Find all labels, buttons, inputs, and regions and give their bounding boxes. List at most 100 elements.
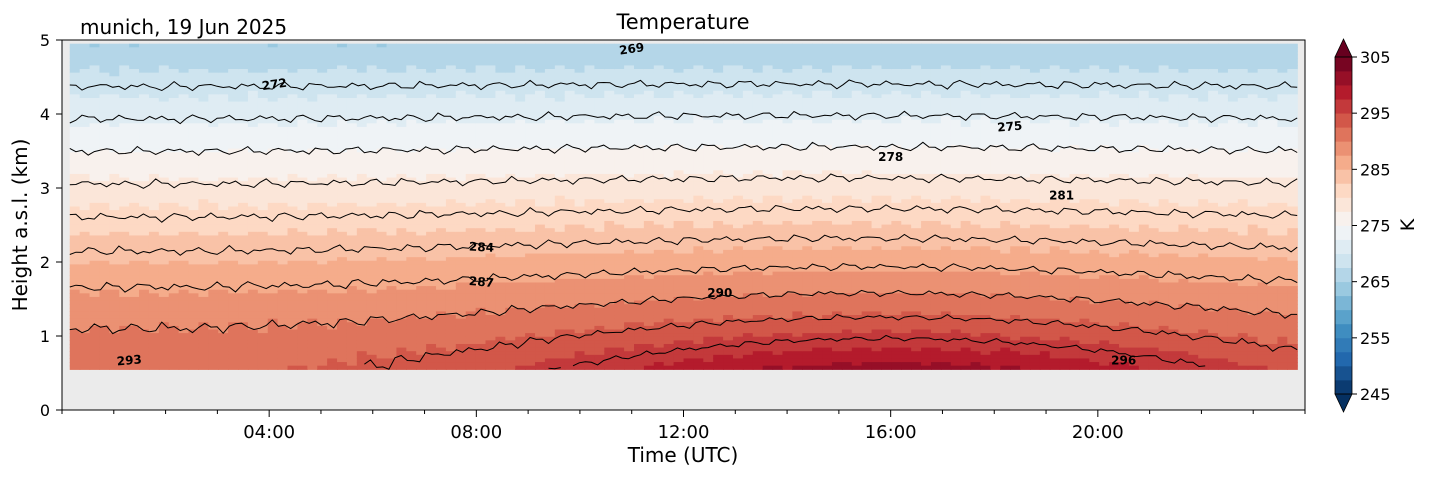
heat-cell — [495, 358, 506, 363]
heat-cell — [535, 293, 546, 298]
heat-cell — [178, 126, 190, 132]
heat-cell — [307, 199, 318, 204]
heat-cell — [455, 159, 467, 164]
heat-cell — [89, 163, 101, 168]
heat-cell — [485, 181, 497, 186]
heat-cell — [267, 358, 279, 363]
heat-cell — [376, 76, 388, 81]
heat-cell — [614, 177, 625, 182]
heat-cell — [208, 130, 219, 135]
heat-cell — [485, 239, 497, 244]
heat-cell — [218, 315, 229, 320]
heat-cell — [455, 354, 467, 360]
heat-cell — [386, 286, 398, 291]
heat-cell — [267, 50, 279, 56]
heat-cell — [158, 351, 170, 356]
heat-cell — [238, 362, 249, 367]
heat-cell — [406, 116, 417, 121]
heat-cell — [495, 54, 506, 59]
heat-cell — [287, 271, 299, 276]
heat-cell — [396, 246, 407, 251]
heat-cell — [337, 333, 348, 338]
heat-cell — [426, 202, 437, 208]
heat-cell — [584, 206, 596, 211]
heat-cell — [257, 275, 269, 280]
heat-cell — [475, 311, 487, 316]
heat-cell — [148, 340, 160, 345]
heat-cell — [188, 159, 200, 164]
heat-cell — [436, 123, 447, 128]
heat-cell — [356, 365, 368, 370]
heat-cell — [337, 163, 348, 168]
heat-cell — [574, 278, 586, 284]
heat-cell — [445, 307, 457, 313]
heat-cell — [426, 293, 437, 298]
heat-cell — [297, 61, 308, 67]
heat-cell — [574, 282, 586, 287]
heat-cell — [376, 170, 388, 175]
heat-cell — [277, 159, 289, 164]
heat-cell — [148, 184, 160, 190]
heat-cell — [79, 199, 91, 204]
heat-cell — [228, 289, 239, 294]
heat-cell — [604, 195, 615, 200]
heat-cell — [604, 90, 615, 95]
heat-cell — [297, 199, 308, 204]
heat-cell — [287, 79, 299, 85]
heat-cell — [396, 50, 407, 56]
heat-cell — [386, 65, 398, 70]
heat-cell — [148, 224, 160, 229]
heat-cell — [366, 253, 378, 258]
heat-cell — [89, 58, 101, 63]
heat-cell — [317, 246, 328, 251]
heat-cell — [426, 311, 437, 316]
heat-cell — [525, 108, 536, 114]
heat-cell — [198, 137, 209, 142]
heat-cell — [129, 184, 140, 190]
heat-cell — [257, 94, 269, 99]
heat-cell — [238, 246, 249, 251]
heat-cell — [604, 282, 615, 287]
heat-cell — [505, 365, 516, 370]
heat-cell — [535, 72, 546, 77]
heat-cell — [376, 137, 388, 142]
heat-cell — [406, 159, 417, 164]
heat-cell — [386, 166, 398, 171]
heat-cell — [277, 105, 289, 110]
heat-cell — [327, 137, 338, 142]
heat-cell — [327, 220, 338, 226]
heat-cell — [327, 224, 338, 229]
heat-cell — [505, 159, 516, 164]
heat-cell — [89, 137, 101, 142]
heat-cell — [129, 340, 140, 345]
heat-cell — [505, 83, 516, 88]
heat-cell — [535, 264, 546, 269]
heat-cell — [247, 112, 259, 117]
heat-cell — [475, 228, 487, 233]
heat-cell — [604, 192, 615, 197]
heat-cell — [247, 145, 259, 150]
heat-cell — [416, 166, 427, 171]
heat-cell — [465, 90, 477, 95]
heat-cell — [485, 333, 497, 338]
heat-cell — [356, 166, 368, 171]
heat-cell — [287, 97, 299, 103]
heat-cell — [485, 123, 497, 128]
heat-cell — [475, 268, 487, 273]
heat-cell — [307, 340, 318, 345]
heat-cell — [554, 163, 566, 168]
heat-cell — [228, 65, 239, 70]
heat-cell — [505, 249, 516, 255]
heat-cell — [287, 108, 299, 114]
heat-cell — [485, 246, 497, 251]
heat-cell — [564, 253, 576, 258]
heat-cell — [376, 69, 388, 74]
heat-cell — [346, 123, 358, 128]
heat-cell — [485, 340, 497, 345]
heat-cell — [356, 315, 368, 320]
heat-cell — [218, 137, 229, 142]
heat-cell — [317, 271, 328, 276]
heat-cell — [148, 336, 160, 341]
heat-cell — [544, 343, 556, 349]
heat-cell — [247, 278, 259, 284]
